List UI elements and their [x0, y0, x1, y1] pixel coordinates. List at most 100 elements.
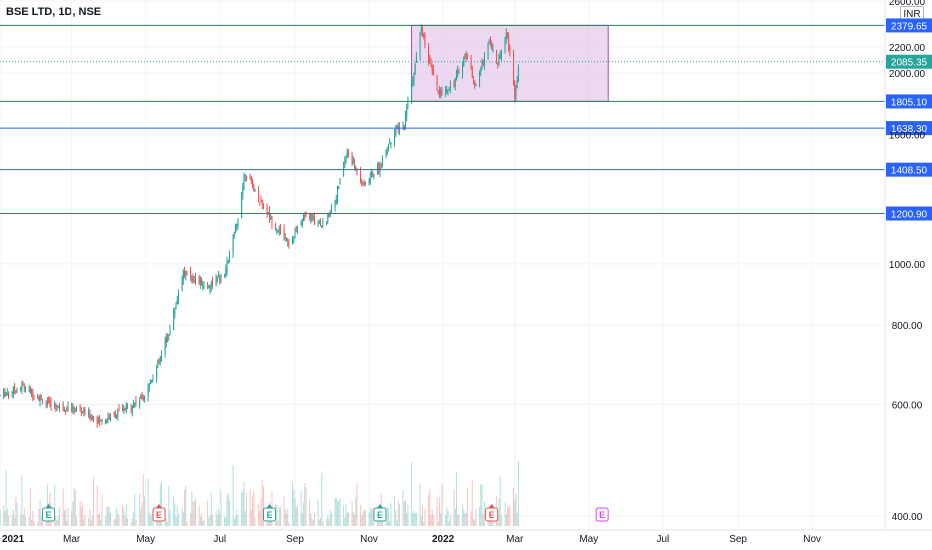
volume-bar [148, 512, 150, 526]
volume-bar [235, 516, 237, 526]
candle-body [262, 205, 264, 208]
candle-body [411, 81, 413, 102]
volume-bar [123, 508, 125, 526]
volume-bar [199, 516, 201, 526]
volume-bar [397, 500, 399, 526]
volume-bar [259, 510, 261, 526]
price-tick-label: 400.00 [892, 512, 923, 523]
volume-bar [66, 520, 68, 526]
candle-body [33, 396, 35, 398]
volume-bar [482, 513, 484, 526]
candle-body [169, 328, 171, 335]
candle-body [328, 212, 330, 217]
volume-bar [54, 484, 56, 526]
candle-body [59, 404, 61, 407]
candle-body [339, 178, 341, 185]
volume-bar [390, 503, 392, 526]
candle-body [305, 212, 307, 217]
candle-body [457, 70, 459, 74]
candle-body [371, 174, 373, 177]
candle-body [31, 389, 33, 393]
volume-bar [37, 522, 39, 526]
candle-body [441, 90, 443, 95]
candle-body [107, 417, 109, 420]
candle-body [28, 388, 30, 390]
earnings-marker-label: E [156, 510, 162, 520]
volume-bar [279, 507, 281, 526]
candle-body [99, 416, 101, 422]
volume-bar [118, 515, 120, 526]
time-axis[interactable]: 2021 Mar May Jul Sep Nov 2022 Mar May Jul Sep Nov [0, 529, 932, 550]
volume-bar [411, 462, 413, 526]
volume-bar [252, 496, 254, 526]
candle-body [295, 230, 297, 232]
candle-body [364, 182, 366, 184]
volume-bar [250, 510, 252, 526]
candle-body [283, 229, 285, 238]
volume-bar [174, 503, 176, 526]
candle-body [423, 35, 425, 37]
candle-body [123, 408, 125, 411]
candle-body [55, 405, 57, 407]
volume-bar [3, 504, 5, 526]
time-tick-label: 2022 [432, 534, 455, 545]
candle-body [173, 311, 175, 331]
volume-bar [431, 509, 433, 526]
candle-body [514, 81, 516, 99]
candle-body [381, 157, 383, 166]
candle-body [218, 276, 220, 278]
candle-body [294, 231, 296, 239]
volume-bar [141, 502, 143, 526]
price-axis[interactable]: 2379.65 1805.10 1638.30 1408.50 1200.90 2085.… [884, 0, 932, 530]
candle-body [286, 238, 288, 242]
volume-bar [241, 493, 243, 526]
volume-bar [6, 508, 8, 526]
candle-body [3, 391, 5, 397]
volume-bar [211, 514, 213, 526]
candle-body [419, 33, 421, 57]
volume-bar [99, 512, 101, 526]
candle-body [215, 278, 217, 285]
candle-body [181, 279, 183, 291]
volume-bar [101, 494, 103, 526]
volume-bar [144, 496, 146, 526]
volume-bar [327, 515, 329, 526]
candle-body [386, 150, 388, 154]
candle-body [396, 126, 398, 129]
volume-bar [500, 514, 502, 526]
earnings-marker-label: E [46, 510, 52, 520]
candle-body [394, 134, 396, 145]
volume-bar [394, 496, 396, 526]
volume-bar [480, 484, 482, 526]
candle-body [48, 400, 50, 402]
candle-body [465, 54, 467, 57]
candle-body [134, 402, 136, 405]
volume-bar [505, 514, 507, 526]
candle-body [266, 207, 268, 215]
volume-bar [169, 509, 171, 526]
candle-body [201, 277, 203, 286]
volume-bar [11, 514, 13, 526]
candle-body [63, 409, 65, 411]
volume-bar [198, 504, 200, 526]
time-tick-label: May [136, 534, 155, 545]
candle-body [330, 207, 332, 212]
candle-body [142, 396, 144, 400]
level-label-bg [886, 206, 932, 221]
level-label: 2379.65 [891, 21, 928, 32]
candle-body [219, 277, 221, 281]
candle-body [168, 334, 170, 337]
volume-bar [346, 512, 348, 526]
candle-body [506, 35, 508, 38]
earnings-marker-pointer [45, 504, 52, 508]
horizontal-levels [0, 24, 885, 215]
volume-bar [203, 519, 205, 526]
volume-bar [448, 521, 450, 526]
candle-body [141, 394, 143, 399]
level-label: 1200.90 [891, 210, 928, 221]
volume-bar [84, 515, 86, 526]
volume-bar [395, 510, 397, 526]
volume-bar [185, 485, 187, 526]
candle-body [38, 397, 40, 401]
